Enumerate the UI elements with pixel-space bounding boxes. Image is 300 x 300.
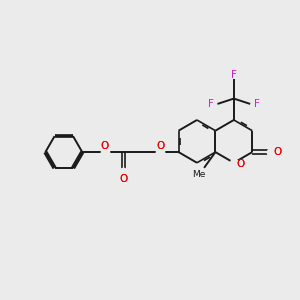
Text: Me: Me — [192, 170, 206, 179]
Text: O: O — [156, 140, 164, 151]
Text: O: O — [273, 147, 281, 157]
Text: O: O — [156, 140, 164, 151]
Text: O: O — [101, 140, 109, 151]
Text: O: O — [236, 159, 244, 169]
Text: F: F — [254, 99, 260, 109]
Text: F: F — [231, 70, 237, 80]
Text: O: O — [273, 147, 281, 157]
Text: F: F — [208, 99, 214, 109]
Text: O: O — [236, 159, 244, 169]
Text: O: O — [101, 140, 109, 151]
Text: O: O — [119, 174, 128, 184]
Text: O: O — [119, 174, 128, 184]
